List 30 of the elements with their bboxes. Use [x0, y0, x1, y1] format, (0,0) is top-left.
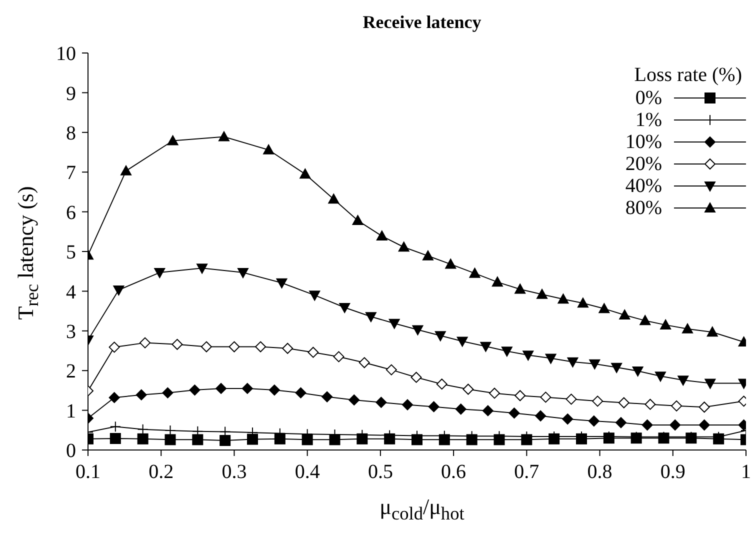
legend-label: 10% [625, 130, 662, 154]
x-tick-label: 0.6 [441, 461, 466, 484]
x-tick-label: 0.2 [148, 461, 174, 484]
x-tick-label: 0.5 [368, 461, 393, 484]
x-tick-label: 0.4 [294, 461, 320, 484]
y-tick-label: 8 [66, 122, 76, 144]
legend-label: 40% [625, 174, 662, 198]
chart-title: Receive latency [362, 12, 482, 33]
y-tick-label: 7 [66, 162, 76, 184]
x-tick-label: 0.7 [514, 461, 540, 484]
y-tick-label: 5 [66, 242, 76, 264]
y-tick-label: 0 [66, 440, 76, 462]
legend-label: 0% [635, 86, 662, 110]
x-axis-title: μ$_{cold}$/μ$_{hot}$ [378, 494, 466, 524]
legend-label: 1% [635, 108, 662, 132]
x-tick-label: 0.1 [76, 461, 100, 484]
y-tick-label: 2 [66, 360, 76, 383]
y-tick-label: 4 [66, 281, 76, 304]
x-tick-label: 0.8 [587, 461, 612, 484]
legend-label: 20% [625, 152, 662, 176]
legend-title: Loss rate (%) [633, 64, 742, 87]
y-tick-label: 9 [66, 82, 76, 105]
legend-label: 80% [625, 196, 662, 220]
y-tick-label: 1 [66, 400, 76, 422]
x-tick-label: 0.9 [660, 461, 686, 484]
y-tick-label: 3 [66, 321, 76, 343]
x-tick-label: 1 [741, 461, 751, 484]
y-tick-label: 6 [66, 202, 76, 224]
x-tick-label: 0.3 [222, 461, 247, 484]
y-tick-label: 10 [56, 43, 76, 66]
